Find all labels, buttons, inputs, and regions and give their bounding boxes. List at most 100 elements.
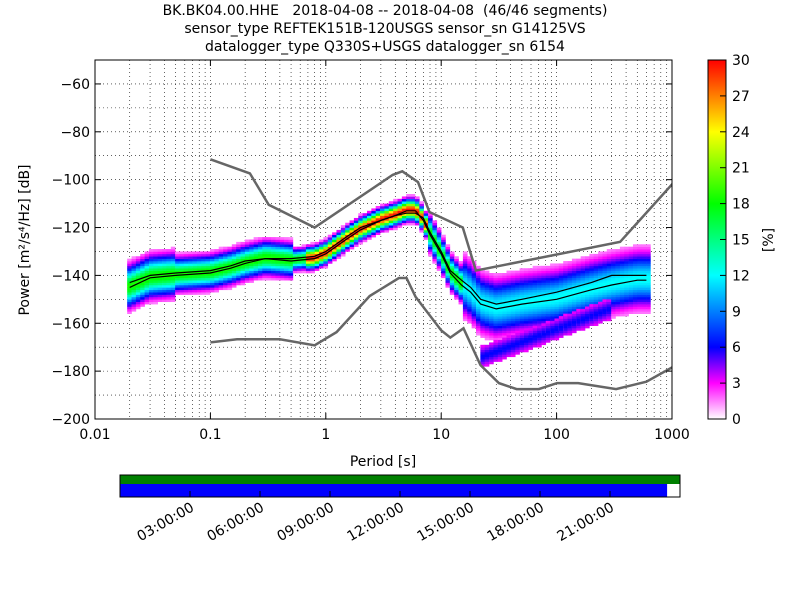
heatmap-cell — [515, 311, 520, 314]
heatmap-cell — [641, 256, 647, 259]
heatmap-cell — [624, 251, 629, 255]
heatmap-cell — [567, 292, 573, 295]
heatmap-cell — [550, 294, 555, 298]
heatmap-cell — [179, 261, 185, 264]
heatmap-cell — [175, 265, 180, 269]
heatmap-cell — [279, 268, 285, 271]
heatmap-cell — [497, 313, 503, 317]
heatmap-cell — [484, 296, 490, 300]
heatmap-cell — [593, 304, 599, 307]
heatmap-cell — [262, 265, 267, 269]
heatmap-cell — [624, 282, 629, 286]
heatmap-cell — [493, 330, 499, 334]
heatmap-cell — [467, 296, 472, 300]
heatmap-cell — [558, 263, 564, 267]
heatmap-cell — [358, 234, 363, 238]
heatmap-cell — [449, 268, 455, 271]
heatmap-cell — [471, 282, 477, 286]
heatmap-cell — [196, 256, 202, 259]
heatmap-cell — [523, 337, 529, 341]
heatmap-cell — [484, 363, 490, 367]
heatmap-cell — [563, 261, 568, 264]
heatmap-cell — [545, 330, 551, 334]
heatmap-cell — [611, 294, 616, 298]
heatmap-cell — [323, 241, 329, 245]
heatmap-cell — [593, 277, 599, 281]
heatmap-cell — [598, 287, 603, 291]
heatmap-cell — [506, 351, 512, 355]
heatmap-cell — [523, 347, 529, 350]
heatmap-cell — [589, 256, 595, 259]
heatmap-cell — [593, 282, 599, 286]
heatmap-cell — [519, 301, 525, 305]
heatmap-cell — [384, 208, 390, 212]
heatmap-cell — [458, 287, 464, 291]
heatmap-cell — [201, 282, 206, 286]
heatmap-cell — [292, 265, 298, 269]
heatmap-cell — [436, 263, 442, 267]
heatmap-cell — [471, 320, 477, 324]
heatmap-cell — [323, 263, 329, 267]
heatmap-cell — [266, 244, 272, 247]
heatmap-cell — [179, 275, 185, 279]
heatmap-cell — [606, 253, 612, 257]
heatmap-cell — [236, 246, 241, 250]
heatmap-cell — [249, 270, 254, 274]
heatmap-cell — [611, 261, 616, 264]
heatmap-cell — [135, 284, 141, 288]
heatmap-cell — [414, 198, 420, 202]
heatmap-cell — [558, 282, 564, 286]
heatmap-cell — [502, 342, 507, 346]
heatmap-cell — [615, 289, 621, 293]
heatmap-cell — [301, 268, 307, 271]
heatmap-cell — [157, 289, 163, 293]
heatmap-cell — [157, 270, 163, 274]
heatmap-cell — [240, 270, 246, 274]
heatmap-cell — [410, 194, 416, 197]
heatmap-cell — [598, 299, 603, 303]
heatmap-cell — [249, 256, 254, 259]
heatmap-cell — [467, 318, 472, 322]
heatmap-cell — [127, 306, 132, 310]
heatmap-cell — [602, 258, 608, 262]
heatmap-cell — [127, 301, 132, 305]
heatmap-cell — [362, 222, 368, 226]
heatmap-cell — [628, 289, 634, 293]
heatmap-cell — [606, 263, 612, 267]
heatmap-cell — [192, 277, 198, 281]
heatmap-cell — [619, 299, 625, 303]
heatmap-cell — [253, 261, 259, 264]
heatmap-cell — [288, 239, 294, 243]
heatmap-cell — [510, 275, 516, 279]
heatmap-cell — [218, 265, 224, 269]
heatmap-cell — [227, 258, 233, 262]
heatmap-cell — [240, 268, 246, 271]
heatmap-cell — [567, 308, 573, 312]
heatmap-cell — [611, 284, 616, 288]
heatmap-cell — [288, 249, 294, 252]
heatmap-cell — [598, 251, 603, 255]
heatmap-cell — [135, 265, 141, 269]
heatmap-cell — [336, 239, 342, 243]
heatmap-cell — [550, 289, 555, 293]
heatmap-cell — [262, 241, 267, 245]
heatmap-cell — [571, 282, 577, 286]
plot-area — [95, 60, 672, 419]
heatmap-cell — [253, 244, 259, 247]
heatmap-cell — [532, 342, 538, 346]
heatmap-cell — [571, 301, 577, 305]
heatmap-cell — [619, 313, 625, 317]
heatmap-cell — [646, 244, 651, 247]
heatmap-cell — [641, 273, 647, 276]
heatmap-cell — [175, 277, 180, 281]
heatmap-cell — [519, 308, 525, 312]
heatmap-cell — [519, 318, 525, 322]
heatmap-cell — [646, 265, 651, 269]
heatmap-cell — [140, 258, 145, 262]
heatmap-cell — [606, 306, 612, 310]
heatmap-cell — [162, 265, 167, 269]
heatmap-cell — [567, 330, 573, 334]
heatmap-cell — [519, 313, 525, 317]
heatmap-cell — [528, 320, 533, 324]
